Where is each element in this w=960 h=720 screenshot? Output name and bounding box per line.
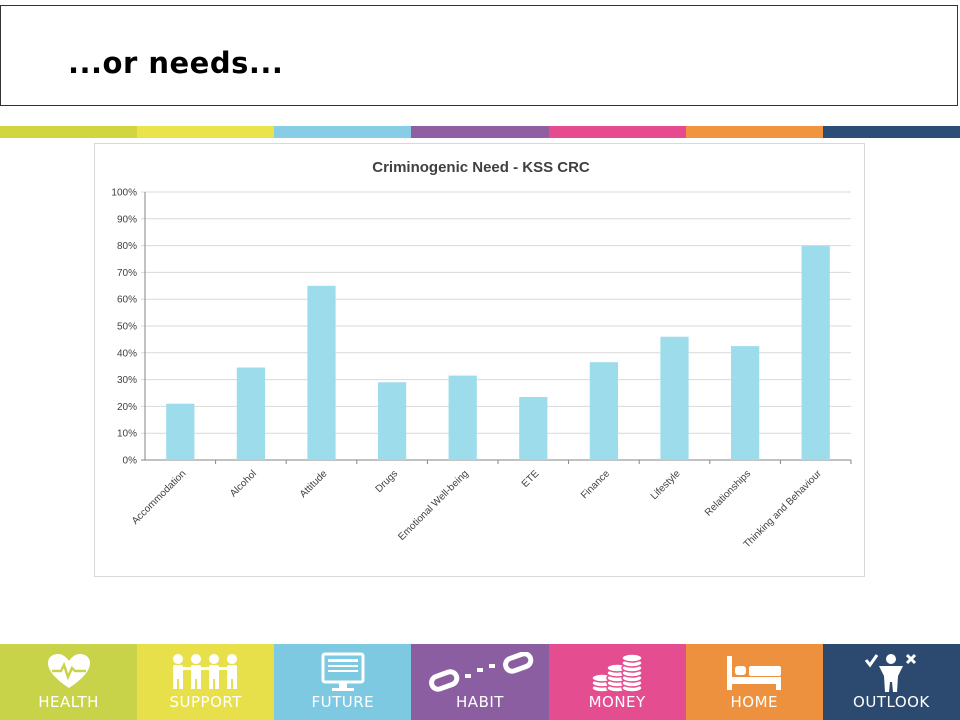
stripe-segment bbox=[411, 126, 549, 138]
people-icon bbox=[172, 654, 237, 689]
bar bbox=[519, 397, 548, 460]
y-tick-label: 40% bbox=[117, 348, 137, 359]
footer-nav: HEALTH SUPPORT FUTURE bbox=[0, 644, 960, 720]
x-category-label: Drugs bbox=[374, 468, 401, 495]
stripe-segment bbox=[0, 126, 138, 138]
y-tick-label: 50% bbox=[117, 322, 137, 333]
bar bbox=[307, 285, 336, 460]
bar bbox=[377, 382, 407, 460]
tile-outlook[interactable]: OUTLOOK bbox=[822, 644, 960, 720]
bar bbox=[448, 375, 477, 460]
stripe-segment bbox=[548, 126, 686, 138]
y-tick-label: 60% bbox=[117, 295, 137, 306]
chart-bars bbox=[166, 245, 830, 460]
x-category-label: Alcohol bbox=[228, 468, 259, 499]
stripe-segment bbox=[137, 126, 275, 138]
bar bbox=[236, 367, 266, 460]
y-tick-label: 80% bbox=[117, 241, 137, 252]
tile-support[interactable]: SUPPORT bbox=[137, 644, 275, 720]
x-category-label: Lifestyle bbox=[649, 468, 683, 502]
chart-frame: Criminogenic Need - KSS CRC 0% 10% 20% 30% 4… bbox=[94, 143, 865, 577]
tile-label: HABIT bbox=[456, 693, 504, 711]
bar bbox=[801, 245, 830, 460]
slide-title: ...or needs... bbox=[68, 46, 284, 80]
tile-money[interactable]: MONEY bbox=[548, 644, 686, 720]
tile-label: HEALTH bbox=[38, 693, 99, 711]
bed-icon bbox=[727, 656, 782, 690]
person-check-icon bbox=[865, 653, 917, 692]
x-category-label: Finance bbox=[579, 468, 612, 501]
tile-label: MONEY bbox=[588, 693, 646, 711]
heart-icon bbox=[47, 654, 90, 688]
y-tick-label: 90% bbox=[117, 214, 137, 225]
y-tick-label: 10% bbox=[117, 429, 137, 440]
y-tick-label: 100% bbox=[111, 188, 137, 199]
chart-title: Criminogenic Need - KSS CRC bbox=[372, 159, 590, 176]
stripe-segment bbox=[822, 126, 960, 138]
color-stripe bbox=[0, 126, 960, 138]
x-category-label: ETE bbox=[520, 468, 542, 490]
x-category-label: Emotional Well-being bbox=[396, 468, 470, 542]
x-category-label: Attitude bbox=[298, 468, 330, 500]
coins-icon bbox=[591, 653, 643, 693]
x-axis-ticks: Accommodation Alcohol Attitude DrugsEmotion… bbox=[130, 460, 852, 551]
bar bbox=[660, 336, 689, 460]
y-tick-label: 30% bbox=[117, 375, 137, 386]
bar bbox=[589, 362, 619, 460]
x-category-label: Thinking and Behaviour bbox=[742, 468, 825, 551]
title-box: ...or needs... bbox=[0, 5, 958, 106]
computer-icon bbox=[321, 652, 365, 691]
stripe-segment bbox=[274, 126, 412, 138]
chain-icon bbox=[429, 652, 534, 692]
tile-habit[interactable]: HABIT bbox=[411, 644, 549, 720]
y-tick-label: 20% bbox=[117, 402, 137, 413]
bar bbox=[730, 346, 760, 460]
x-category-label: Accommodation bbox=[130, 468, 188, 526]
tile-label: SUPPORT bbox=[169, 693, 242, 711]
bar-chart: Criminogenic Need - KSS CRC 0% 10% 20% 30% 4… bbox=[111, 159, 852, 551]
tile-label: FUTURE bbox=[311, 693, 375, 711]
tile-label: OUTLOOK bbox=[853, 693, 930, 711]
tile-home[interactable]: HOME bbox=[685, 644, 823, 720]
y-tick-label: 70% bbox=[117, 268, 137, 279]
y-axis-ticks: 0% 10% 20% 30% 40% 50% 60% 70% 80% 90% 100% bbox=[111, 188, 137, 467]
bar bbox=[166, 403, 195, 460]
y-tick-label: 0% bbox=[123, 456, 138, 467]
tile-label: HOME bbox=[730, 693, 779, 711]
stripe-segment bbox=[685, 126, 823, 138]
tile-health[interactable]: HEALTH bbox=[0, 644, 138, 720]
tile-future[interactable]: FUTURE bbox=[274, 644, 412, 720]
x-category-label: Relationships bbox=[703, 468, 753, 518]
